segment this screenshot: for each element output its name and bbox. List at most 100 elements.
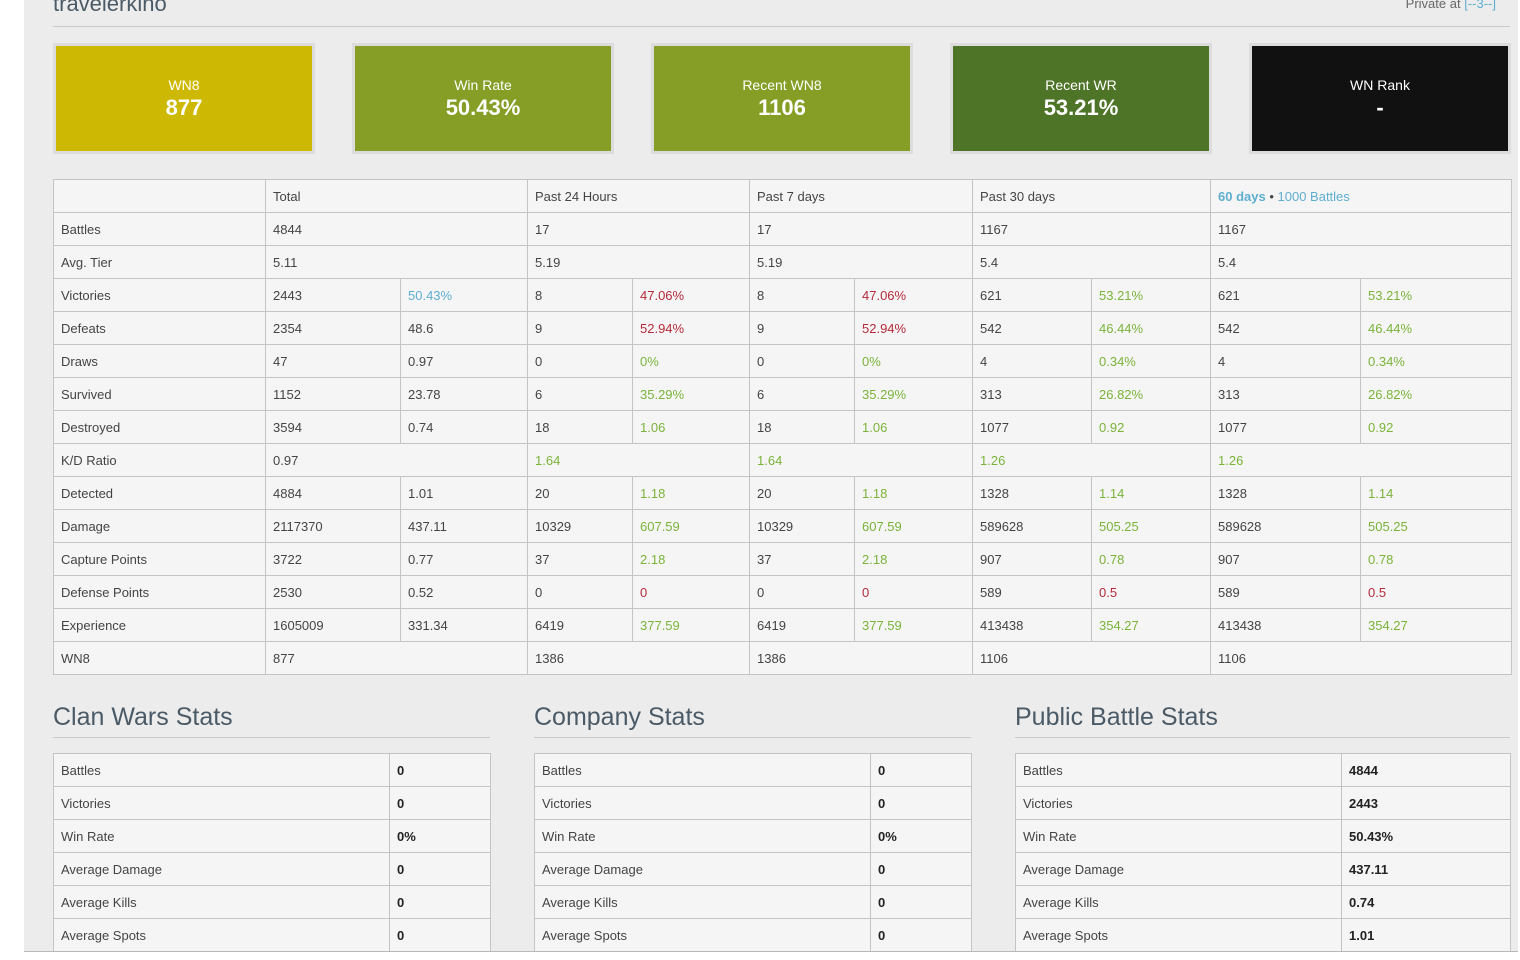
cell-60-days: 542 xyxy=(1210,311,1361,345)
cell-past-7: 0 xyxy=(749,575,855,609)
cell-60-days: 1167 xyxy=(1209,212,1513,246)
company-table: Battles 0 Victories 0 Win Rate 0% Average D… xyxy=(534,753,972,951)
cell-total-rate: 0.52 xyxy=(400,575,528,609)
row-value: 0 xyxy=(870,885,972,919)
table-row: Survived 1152 23.78 6 35.29% 6 35.29% 31… xyxy=(53,377,1513,411)
cell-past-30-rate: 1.14 xyxy=(1091,476,1211,510)
row-label: Win Rate xyxy=(1015,819,1342,853)
player-name: travelerkino xyxy=(53,0,167,16)
public-battle-table: Battles 4844 Victories 2443 Win Rate 50.43%… xyxy=(1015,753,1511,951)
row-value: 0 xyxy=(870,786,972,820)
section-title: Company Stats xyxy=(534,700,971,738)
cell-past-30: 907 xyxy=(972,542,1092,576)
stat-box-value: - xyxy=(1376,95,1384,120)
cell-past-30-rate: 505.25 xyxy=(1091,509,1211,543)
row-label: Average Kills xyxy=(534,885,871,919)
cell-past-24: 0 xyxy=(527,344,633,378)
cell-total: 5.11 xyxy=(265,245,528,279)
stat-box-value: 1106 xyxy=(758,95,806,120)
cell-past-30-rate: 0.78 xyxy=(1091,542,1211,576)
cell-total: 3722 xyxy=(265,542,401,576)
table-row: Average Spots 0 xyxy=(534,918,972,951)
stat-box-value: 50.43% xyxy=(445,95,521,120)
table-header-row: Total Past 24 Hours Past 7 days Past 30 … xyxy=(53,179,1513,213)
header-separator: • xyxy=(1269,188,1274,204)
cell-past-30: 5.4 xyxy=(972,245,1211,279)
privacy-status: Private at [--3--] xyxy=(1406,0,1496,11)
row-label: Win Rate xyxy=(53,819,390,853)
cell-past-7-rate: 377.59 xyxy=(854,608,973,642)
cell-past-7: 5.19 xyxy=(749,245,973,279)
cell-past-30: 4 xyxy=(972,344,1092,378)
cell-past-7-rate: 1.06 xyxy=(854,410,973,444)
cell-past-24: 6 xyxy=(527,377,633,411)
table-row: Average Kills 0 xyxy=(534,885,972,919)
cell-past-7: 0 xyxy=(749,344,855,378)
table-row: Battles 0 xyxy=(53,753,491,787)
header-past-7-days: Past 7 days xyxy=(749,179,973,213)
row-label: Victories xyxy=(53,278,266,312)
cell-total: 877 xyxy=(265,641,528,675)
cell-60-days: 4 xyxy=(1210,344,1361,378)
cell-60-days-rate: 354.27 xyxy=(1359,608,1513,642)
cell-past-7: 37 xyxy=(749,542,855,576)
row-label: Average Kills xyxy=(53,885,390,919)
table-row: Damage 2117370 437.11 10329 607.59 10329… xyxy=(53,509,1513,543)
cell-60-days-rate: 505.25 xyxy=(1359,509,1513,543)
cell-total-rate: 23.78 xyxy=(400,377,528,411)
table-row: Defense Points 2530 0.52 0 0 0 0 589 0.5… xyxy=(53,575,1513,609)
row-label: Victories xyxy=(53,786,390,820)
row-value: 1.01 xyxy=(1341,918,1511,951)
cell-past-24: 6419 xyxy=(527,608,633,642)
cell-total-rate: 0.74 xyxy=(400,410,528,444)
public-battle-section: Public Battle Stats Battles 4844 Victorie… xyxy=(1015,700,1511,951)
cell-60-days: 907 xyxy=(1210,542,1361,576)
cell-past-30: 589 xyxy=(972,575,1092,609)
cell-past-24-rate: 52.94% xyxy=(632,311,750,345)
cell-total: 2530 xyxy=(265,575,401,609)
sixty-days-link[interactable]: 60 days xyxy=(1218,188,1266,204)
privacy-link[interactable]: [--3--] xyxy=(1464,0,1496,11)
cell-past-24-rate: 1.18 xyxy=(632,476,750,510)
thousand-battles-link[interactable]: 1000 Battles xyxy=(1277,188,1350,204)
cell-past-30-rate: 0.34% xyxy=(1091,344,1211,378)
cell-past-30-rate: 354.27 xyxy=(1091,608,1211,642)
cell-past-7-rate: 47.06% xyxy=(854,278,973,312)
table-row: Victories 2443 xyxy=(1015,786,1511,820)
stat-box-wn-rank: WN Rank - xyxy=(1249,43,1511,154)
row-value: 0% xyxy=(389,819,491,853)
cell-past-7-rate: 0 xyxy=(854,575,973,609)
clan-wars-section: Clan Wars Stats Battles 0 Victories 0 Win … xyxy=(53,700,491,951)
row-value: 2443 xyxy=(1341,786,1511,820)
header-total: Total xyxy=(265,179,528,213)
cell-total: 47 xyxy=(265,344,401,378)
cell-total-rate: 331.34 xyxy=(400,608,528,642)
cell-total-rate: 0.97 xyxy=(400,344,528,378)
cell-past-30: 1167 xyxy=(972,212,1211,246)
cell-60-days-rate: 46.44% xyxy=(1359,311,1513,345)
row-label: Battles xyxy=(1015,753,1342,787)
cell-60-days-rate: 0.5 xyxy=(1359,575,1513,609)
table-row: Battles 4844 17 17 1167 1167 xyxy=(53,212,1513,246)
row-value: 0 xyxy=(389,753,491,787)
table-row: Victories 0 xyxy=(534,786,972,820)
cell-total: 3594 xyxy=(265,410,401,444)
row-label: Draws xyxy=(53,344,266,378)
cell-past-24-rate: 377.59 xyxy=(632,608,750,642)
stat-box-recent-wn8: Recent WN8 1106 xyxy=(651,43,913,154)
row-label: Average Spots xyxy=(53,918,390,951)
cell-past-24-rate: 47.06% xyxy=(632,278,750,312)
table-row: Victories 2443 50.43% 8 47.06% 8 47.06% … xyxy=(53,278,1513,312)
table-row: Battles 0 xyxy=(534,753,972,787)
row-label: Defeats xyxy=(53,311,266,345)
table-row: Battles 4844 xyxy=(1015,753,1511,787)
table-row: Avg. Tier 5.11 5.19 5.19 5.4 5.4 xyxy=(53,245,1513,279)
cell-total: 2354 xyxy=(265,311,401,345)
cell-past-7-rate: 52.94% xyxy=(854,311,973,345)
cell-total-rate: 50.43% xyxy=(400,278,528,312)
row-label: Detected xyxy=(53,476,266,510)
stat-box-label: WN8 xyxy=(168,77,200,93)
privacy-label: Private at xyxy=(1405,0,1461,11)
row-label: Damage xyxy=(53,509,266,543)
cell-60-days-rate: 53.21% xyxy=(1359,278,1513,312)
